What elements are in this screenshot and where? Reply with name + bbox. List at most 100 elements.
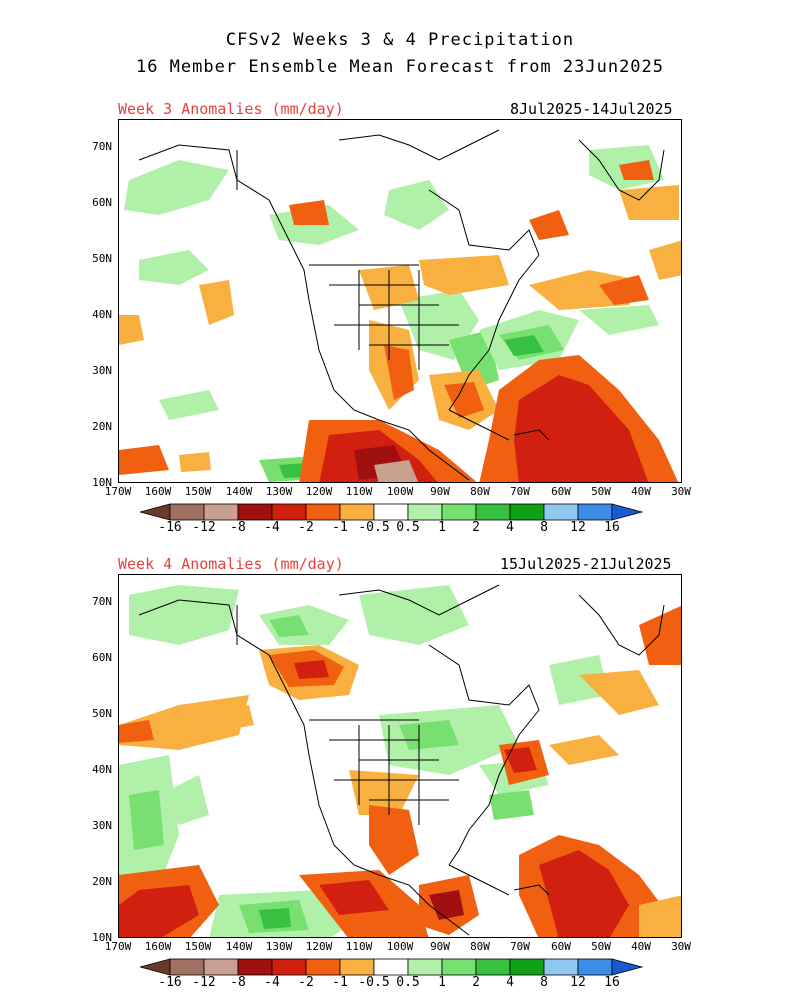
lon-label: 30W [671, 485, 691, 498]
colorbar-label: -12 [192, 975, 216, 990]
lon-label: 80W [470, 485, 490, 498]
colorbar-label: -4 [264, 975, 280, 990]
lon-label: 170W [104, 940, 132, 953]
colorbar-label: 4 [506, 975, 514, 990]
lon-label: 120W [305, 940, 333, 953]
colorbar-swatch [543, 503, 579, 521]
figure-title-line2: 16 Member Ensemble Mean Forecast from 23… [135, 57, 665, 77]
lon-label: 160W [144, 940, 172, 953]
lat-label: 20N [92, 420, 112, 433]
lon-label: 150W [184, 940, 212, 953]
lon-label: 110W [345, 940, 373, 953]
colorbar-swatch [475, 503, 511, 521]
lon-label: 130W [265, 485, 293, 498]
colorbar-swatch [237, 503, 273, 521]
lat-label: 30N [92, 819, 112, 832]
colorbar-svg [140, 958, 644, 976]
week4-coastlines [138, 584, 665, 936]
colorbar-label: -8 [230, 520, 246, 535]
colorbar-swatch [407, 503, 443, 521]
lon-label: 80W [470, 940, 490, 953]
colorbar-label: -0.5 [358, 520, 390, 535]
colorbar-swatch [441, 958, 477, 976]
lon-label: 140W [225, 485, 253, 498]
lon-label: 110W [345, 485, 373, 498]
lat-label: 70N [92, 140, 112, 153]
lon-label: 130W [265, 940, 293, 953]
colorbar-swatch [373, 958, 409, 976]
colorbar-swatch [543, 958, 579, 976]
week4-map-svg [119, 584, 681, 937]
colorbar-swatch [373, 503, 409, 521]
colorbar-label: 0.5 [396, 975, 420, 990]
colorbar-swatch [305, 503, 341, 521]
lon-label: 170W [104, 485, 132, 498]
colorbar-swatch [169, 503, 205, 521]
lon-label: 150W [184, 485, 212, 498]
figure-title-line1: CFSv2 Weeks 3 & 4 Precipitation [225, 30, 575, 50]
week3-dates: 8Jul2025-14Jul2025 [510, 100, 673, 118]
lat-label: 10N [92, 476, 112, 489]
colorbar-label: -12 [192, 520, 216, 535]
lon-label: 90W [430, 485, 450, 498]
lat-label: 20N [92, 875, 112, 888]
week4-label: Week 4 Anomalies (mm/day) [118, 555, 344, 573]
colorbar-swatch [237, 958, 273, 976]
lon-label: 50W [591, 940, 611, 953]
colorbar-swatch [339, 503, 375, 521]
colorbar-label: 12 [570, 520, 586, 535]
colorbar-swatch [271, 958, 307, 976]
colorbar-label: 16 [604, 520, 620, 535]
colorbar-swatch [577, 958, 613, 976]
lon-label: 30W [671, 940, 691, 953]
colorbar-swatch [203, 503, 239, 521]
colorbar-label: -4 [264, 520, 280, 535]
week4-dry-areas [119, 605, 681, 937]
colorbar-label: 1 [438, 520, 446, 535]
week3-dry-areas [119, 160, 681, 482]
colorbar-label: 12 [570, 975, 586, 990]
week4-colorbar-labels: -16 -12 -8 -4 -2 -1 -0.5 0.5 1 2 4 8 12 16 [0, 975, 800, 993]
lon-label: 70W [510, 485, 530, 498]
lat-label: 50N [92, 252, 112, 265]
lat-label: 60N [92, 196, 112, 209]
colorbar-cap-high [611, 958, 644, 976]
colorbar-swatch [441, 503, 477, 521]
colorbar-label: 8 [540, 520, 548, 535]
lon-label: 160W [144, 485, 172, 498]
colorbar-label: -8 [230, 975, 246, 990]
colorbar-cap-low [140, 503, 171, 521]
colorbar-cap-low [140, 958, 171, 976]
lon-label: 100W [386, 485, 414, 498]
lon-label: 100W [386, 940, 414, 953]
week3-map-svg [119, 129, 681, 482]
colorbar-label: -0.5 [358, 975, 390, 990]
colorbar-label: -2 [298, 975, 314, 990]
lon-label: 40W [631, 940, 651, 953]
colorbar-label: 1 [438, 975, 446, 990]
colorbar-label: -2 [298, 520, 314, 535]
lon-label: 70W [510, 940, 530, 953]
week3-coastlines [138, 129, 665, 481]
lon-label: 40W [631, 485, 651, 498]
lon-label: 120W [305, 485, 333, 498]
lat-label: 50N [92, 707, 112, 720]
lat-label: 30N [92, 364, 112, 377]
colorbar-swatch [509, 958, 545, 976]
colorbar-swatch [509, 503, 545, 521]
colorbar-swatch [305, 958, 341, 976]
lon-label: 60W [551, 485, 571, 498]
colorbar-swatch [169, 958, 205, 976]
lon-label: 50W [591, 485, 611, 498]
colorbar-label: 0.5 [396, 520, 420, 535]
colorbar-svg [140, 503, 644, 521]
colorbar-swatch [407, 958, 443, 976]
colorbar-label: -16 [158, 520, 182, 535]
colorbar-swatch [339, 958, 375, 976]
colorbar-label: -1 [332, 520, 348, 535]
week4-dates: 15Jul2025-21Jul2025 [500, 555, 672, 573]
colorbar-swatch [475, 958, 511, 976]
colorbar-swatch [203, 958, 239, 976]
lat-label: 40N [92, 308, 112, 321]
week4-map [118, 574, 682, 938]
